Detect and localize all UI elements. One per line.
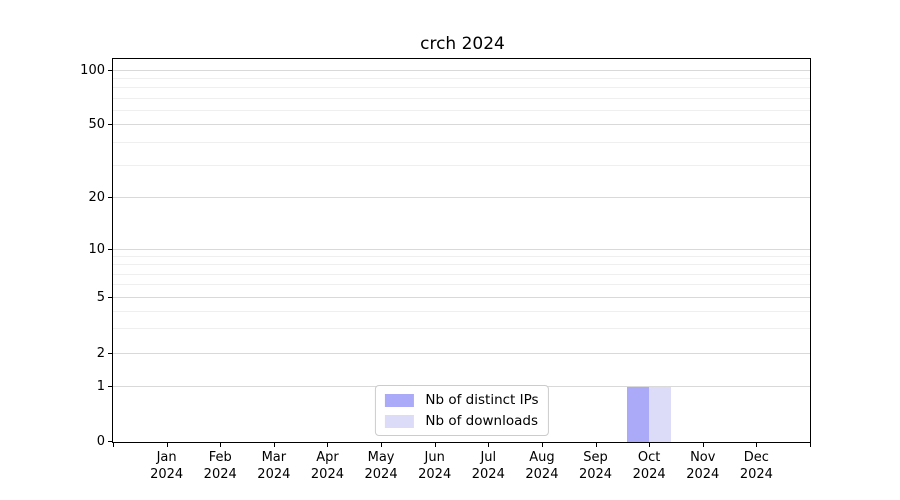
- bar-distinct-ips: [627, 387, 650, 442]
- y-minor-gridline: [113, 273, 810, 275]
- y-tick-mark: [108, 123, 112, 125]
- legend-item-distinct-ips: Nb of distinct IPs: [384, 392, 539, 408]
- y-major-gridline: [113, 353, 810, 355]
- x-tick-month: May: [367, 450, 395, 465]
- y-tick-label: 5: [96, 289, 105, 305]
- x-tick-label: Feb 2024: [192, 449, 248, 483]
- x-tick-label: Sep 2024: [568, 449, 624, 483]
- legend-label-distinct-ips: Nb of distinct IPs: [425, 392, 539, 408]
- x-tick-year: 2024: [150, 467, 184, 482]
- y-tick-mark: [108, 197, 112, 199]
- x-tick-mark: [327, 443, 329, 447]
- y-minor-gridline: [113, 109, 810, 111]
- legend-item-downloads: Nb of downloads: [384, 413, 538, 429]
- x-tick-mark: [541, 443, 543, 447]
- legend: Nb of distinct IPs Nb of downloads: [374, 385, 549, 436]
- x-tick-month: Jun: [424, 450, 445, 465]
- x-tick-month: Mar: [261, 450, 287, 465]
- y-tick-mark: [108, 353, 112, 355]
- x-tick-label: Dec 2024: [728, 449, 784, 483]
- x-tick-year: 2024: [364, 467, 398, 482]
- x-tick-month: Sep: [583, 450, 608, 465]
- x-tick-month: Jan: [156, 450, 177, 465]
- x-tick-label: Jun 2024: [407, 449, 463, 483]
- x-tick-year: 2024: [686, 467, 720, 482]
- x-tick-mark: [220, 443, 222, 447]
- x-tick-label: Nov 2024: [675, 449, 731, 483]
- x-tick-mark: [756, 443, 758, 447]
- y-tick-label: 0: [96, 434, 105, 449]
- x-tick-month: Apr: [316, 450, 339, 465]
- x-tick-year: 2024: [578, 467, 613, 482]
- y-minor-gridline: [113, 284, 810, 286]
- y-major-gridline: [113, 69, 810, 71]
- x-tick-label: Oct 2024: [621, 449, 677, 483]
- x-tick-mark: [595, 443, 597, 447]
- y-minor-gridline: [113, 164, 810, 166]
- x-tick-mark: [113, 443, 114, 447]
- x-tick-mark: [273, 443, 275, 447]
- y-minor-gridline: [113, 256, 810, 258]
- y-minor-gridline: [113, 328, 810, 330]
- y-tick-label: 1: [96, 379, 105, 395]
- x-tick-mark: [649, 443, 651, 447]
- y-minor-gridline: [113, 78, 810, 80]
- bar-downloads: [649, 387, 672, 442]
- legend-swatch-downloads: [384, 414, 414, 428]
- x-tick-year: 2024: [418, 467, 452, 482]
- y-major-gridline: [113, 249, 810, 251]
- x-tick-label: Jan 2024: [139, 449, 195, 483]
- plot-area: Nb of distinct IPs Nb of downloads 0 1 2 5 1…: [80, 58, 811, 482]
- x-tick-month: Nov: [690, 450, 716, 465]
- x-tick-year: 2024: [632, 467, 666, 482]
- x-tick-month: Aug: [529, 450, 555, 465]
- y-tick-mark: [108, 386, 112, 388]
- x-tick-month: Feb: [208, 450, 232, 465]
- y-tick-mark: [108, 441, 112, 442]
- y-tick-mark: [108, 69, 112, 71]
- x-tick-year: 2024: [257, 467, 291, 482]
- x-tick-label: Jul 2024: [460, 449, 516, 483]
- x-tick-year: 2024: [739, 467, 773, 482]
- y-tick-mark: [108, 296, 112, 298]
- x-tick-mark: [166, 443, 168, 447]
- legend-swatch-distinct-ips: [384, 393, 414, 407]
- legend-label-downloads: Nb of downloads: [425, 413, 538, 429]
- x-tick-month: Jul: [480, 450, 497, 465]
- y-tick-mark: [108, 249, 112, 251]
- y-minor-gridline: [113, 310, 810, 312]
- x-tick-year: 2024: [203, 467, 237, 482]
- x-tick-year: 2024: [310, 467, 344, 482]
- y-minor-gridline: [113, 141, 810, 143]
- x-tick-label: Apr 2024: [299, 449, 355, 483]
- y-major-gridline: [113, 197, 810, 199]
- x-tick-mark: [702, 443, 704, 447]
- x-tick-mark: [810, 443, 811, 447]
- y-tick-label: 2: [96, 346, 105, 362]
- x-tick-year: 2024: [471, 467, 505, 482]
- y-major-gridline: [113, 123, 810, 125]
- x-tick-label: Aug 2024: [514, 449, 570, 483]
- y-tick-label: 100: [80, 62, 105, 78]
- y-tick-label: 20: [88, 190, 105, 206]
- x-tick-mark: [434, 443, 436, 447]
- chart-title: crch 2024: [420, 34, 505, 54]
- x-tick-label: Mar 2024: [246, 449, 302, 483]
- x-tick-label: May 2024: [353, 449, 409, 483]
- x-tick-mark: [488, 443, 490, 447]
- y-tick-label: 10: [88, 242, 105, 258]
- x-tick-month: Dec: [743, 450, 769, 465]
- y-tick-label: 50: [88, 116, 105, 132]
- y-minor-gridline: [113, 87, 810, 89]
- x-tick-month: Oct: [637, 450, 661, 465]
- y-major-gridline: [113, 296, 810, 298]
- x-tick-year: 2024: [525, 467, 559, 482]
- x-tick-mark: [381, 443, 383, 447]
- y-minor-gridline: [113, 97, 810, 99]
- y-minor-gridline: [113, 264, 810, 266]
